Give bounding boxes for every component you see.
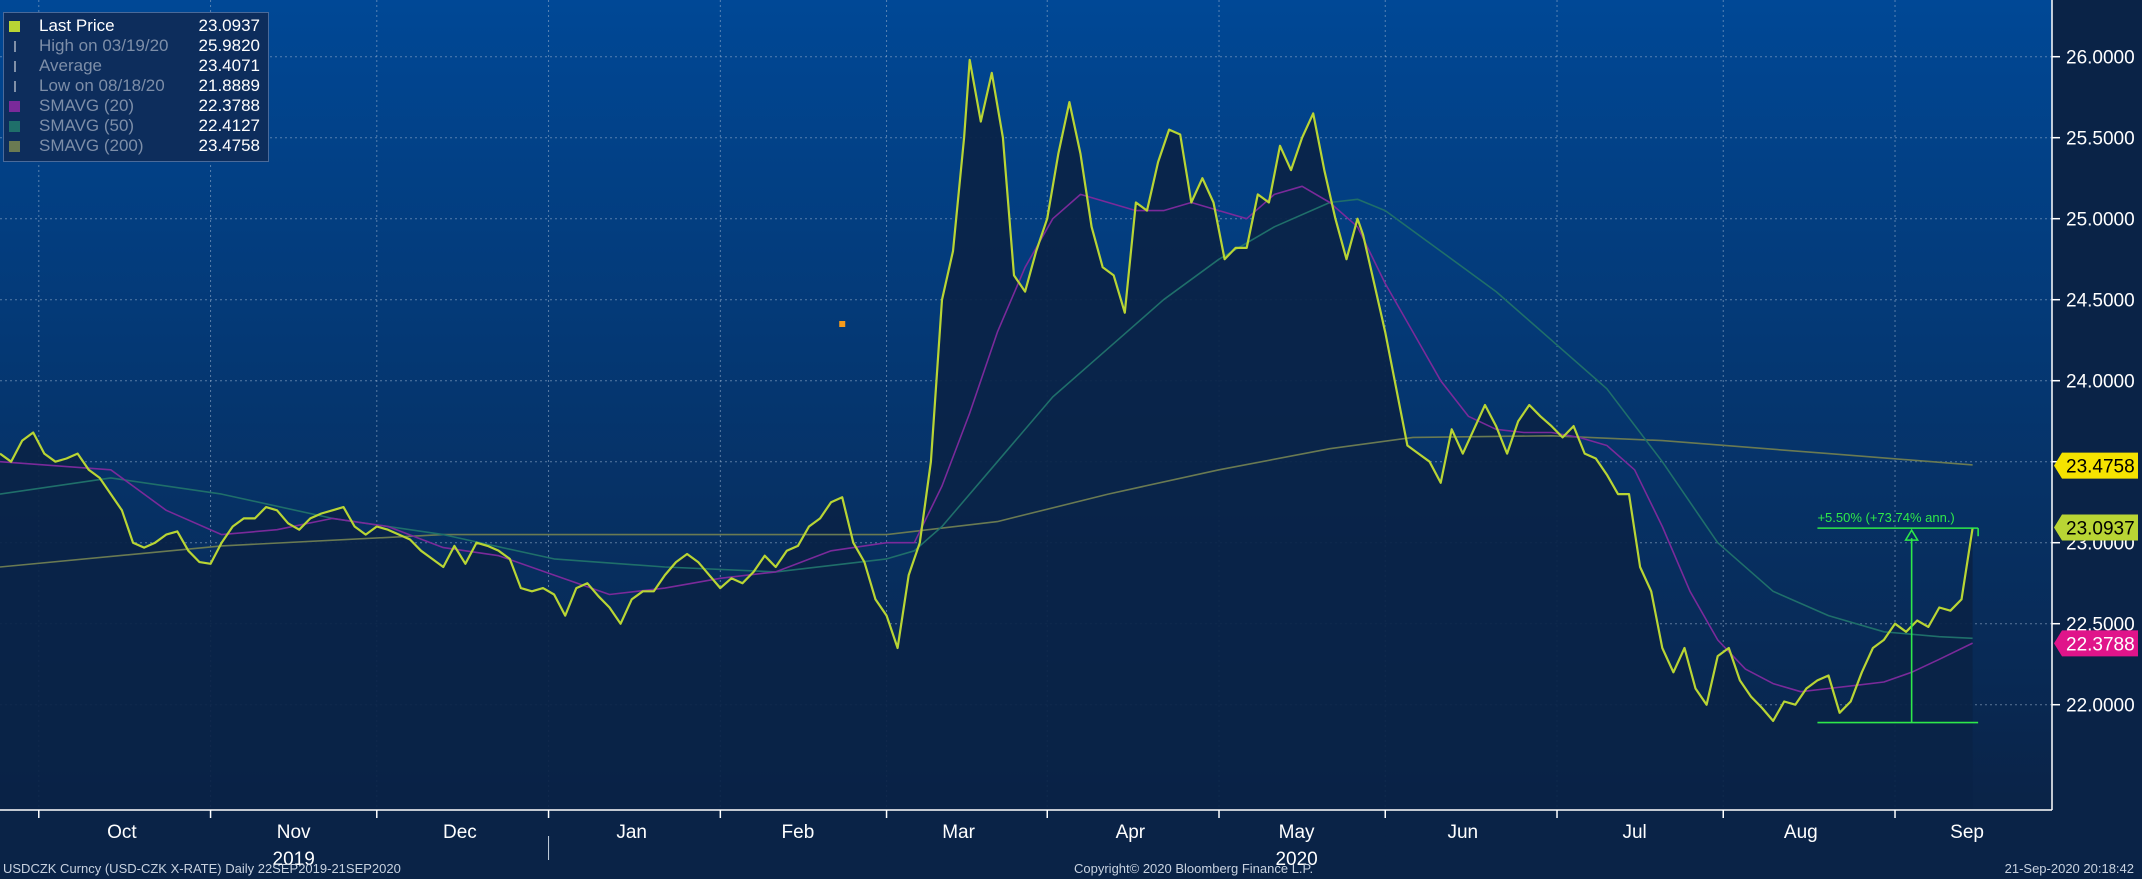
value-tag-label-2: 22.3788 <box>2066 634 2135 655</box>
legend-row: Low on 08/18/20 21.8889 <box>4 76 268 96</box>
value-tag-label-1: 23.0937 <box>2066 519 2135 540</box>
value-tag-bg-2 <box>2054 630 2138 657</box>
legend-value: 25.9820 <box>198 36 260 55</box>
legend-label: Low on 08/18/20 <box>39 76 165 95</box>
x-month-label-0: Oct <box>107 822 137 843</box>
legend-value: 21.8889 <box>198 76 260 95</box>
series-line-price <box>0 58 1974 723</box>
y-axis: 22.000022.500023.000023.500024.000024.50… <box>2051 0 2135 810</box>
legend-label: SMAVG (20) <box>39 96 135 115</box>
value-tag-label-0: 23.4758 <box>2066 457 2135 478</box>
y-tick-label-7: 25.5000 <box>2066 129 2135 150</box>
x-axis: Oct Nov Dec Jan Feb Mar Apr May Jun Jul Aug Sep 2019… <box>0 809 2142 879</box>
y-tick-label-4: 24.0000 <box>2066 372 2135 393</box>
legend-label: High on 03/19/20 <box>39 36 169 55</box>
y-tick-label-6: 25.0000 <box>2066 210 2135 231</box>
legend-label: SMAVG (200) <box>39 136 144 155</box>
legend-value: 23.4758 <box>198 136 260 155</box>
legend-marker-icon <box>14 61 16 72</box>
annotation-label: +5.50% (+73.74% ann.) <box>1817 510 1954 525</box>
y-tick-label-8: 26.0000 <box>2066 48 2135 69</box>
legend-marker-icon <box>9 121 20 132</box>
last-value-tags: 23.4758 23.0937 22.3788 <box>2054 452 2138 657</box>
legend-value: 23.4071 <box>198 56 260 75</box>
legend-value: 23.0937 <box>198 16 260 35</box>
legend-row: SMAVG (50) 22.4127 <box>4 116 268 136</box>
legend-row: SMAVG (200) 23.4758 <box>4 136 268 156</box>
x-month-label-6: Apr <box>1116 822 1146 843</box>
legend-marker-icon <box>14 81 16 92</box>
annotation-arrow-head <box>1904 528 1920 541</box>
orange-marker <box>839 321 846 327</box>
x-month-label-8: Jun <box>1447 822 1478 843</box>
legend-label: Average <box>39 56 103 75</box>
annotation-group: +5.50% (+73.74% ann.) <box>839 321 1979 724</box>
x-month-label-4: Feb <box>782 822 815 843</box>
footer-security: USDCZK Curncy (USD-CZK X-RATE) Daily 22S… <box>3 861 401 876</box>
legend-marker-icon <box>14 41 16 52</box>
value-tag-bg-1 <box>2054 514 2138 541</box>
legend-row: Average 23.4071 <box>4 56 268 76</box>
series-lines <box>0 58 1974 723</box>
series-line-sma200 <box>0 434 1973 568</box>
x-month-label-10: Aug <box>1784 822 1818 843</box>
value-tag-bg-0 <box>2054 452 2138 479</box>
x-month-label-1: Nov <box>277 822 311 843</box>
legend-label: SMAVG (50) <box>39 116 135 135</box>
legend-row: High on 03/19/20 25.9820 <box>4 36 268 56</box>
x-month-label-11: Sep <box>1950 822 1984 843</box>
legend-marker-icon <box>9 21 20 32</box>
legend-value: 22.4127 <box>198 116 260 135</box>
x-month-label-7: May <box>1279 822 1315 843</box>
legend-row: SMAVG (20) 22.3788 <box>4 96 268 116</box>
legend-marker-icon <box>9 101 20 112</box>
footer-copyright: Copyright© 2020 Bloomberg Finance L.P. <box>1074 861 1314 876</box>
legend-row: Last Price 23.0937 <box>4 16 268 36</box>
x-month-label-3: Jan <box>616 822 647 843</box>
x-month-label-2: Dec <box>443 822 477 843</box>
x-year-label-1: 2020 <box>1275 849 1317 870</box>
y-tick-label-5: 24.5000 <box>2066 291 2135 312</box>
x-month-label-9: Jul <box>1622 822 1646 843</box>
legend-panel: Last Price 23.0937 High on 03/19/20 25.9820… <box>3 12 269 162</box>
x-axis-band <box>0 810 2142 879</box>
series-line-sma20 <box>0 185 1973 693</box>
legend-label: Last Price <box>39 16 115 35</box>
legend-marker-icon <box>9 141 20 152</box>
x-year-label-0: 2019 <box>273 849 315 870</box>
x-month-label-5: Mar <box>942 822 975 843</box>
series-line-sma50 <box>0 198 1973 640</box>
y-tick-label-0: 22.0000 <box>2066 696 2135 717</box>
footer-timestamp: 21-Sep-2020 20:18:42 <box>2004 861 2134 876</box>
legend-value: 22.3788 <box>198 96 260 115</box>
price-area-fill <box>0 59 1973 810</box>
